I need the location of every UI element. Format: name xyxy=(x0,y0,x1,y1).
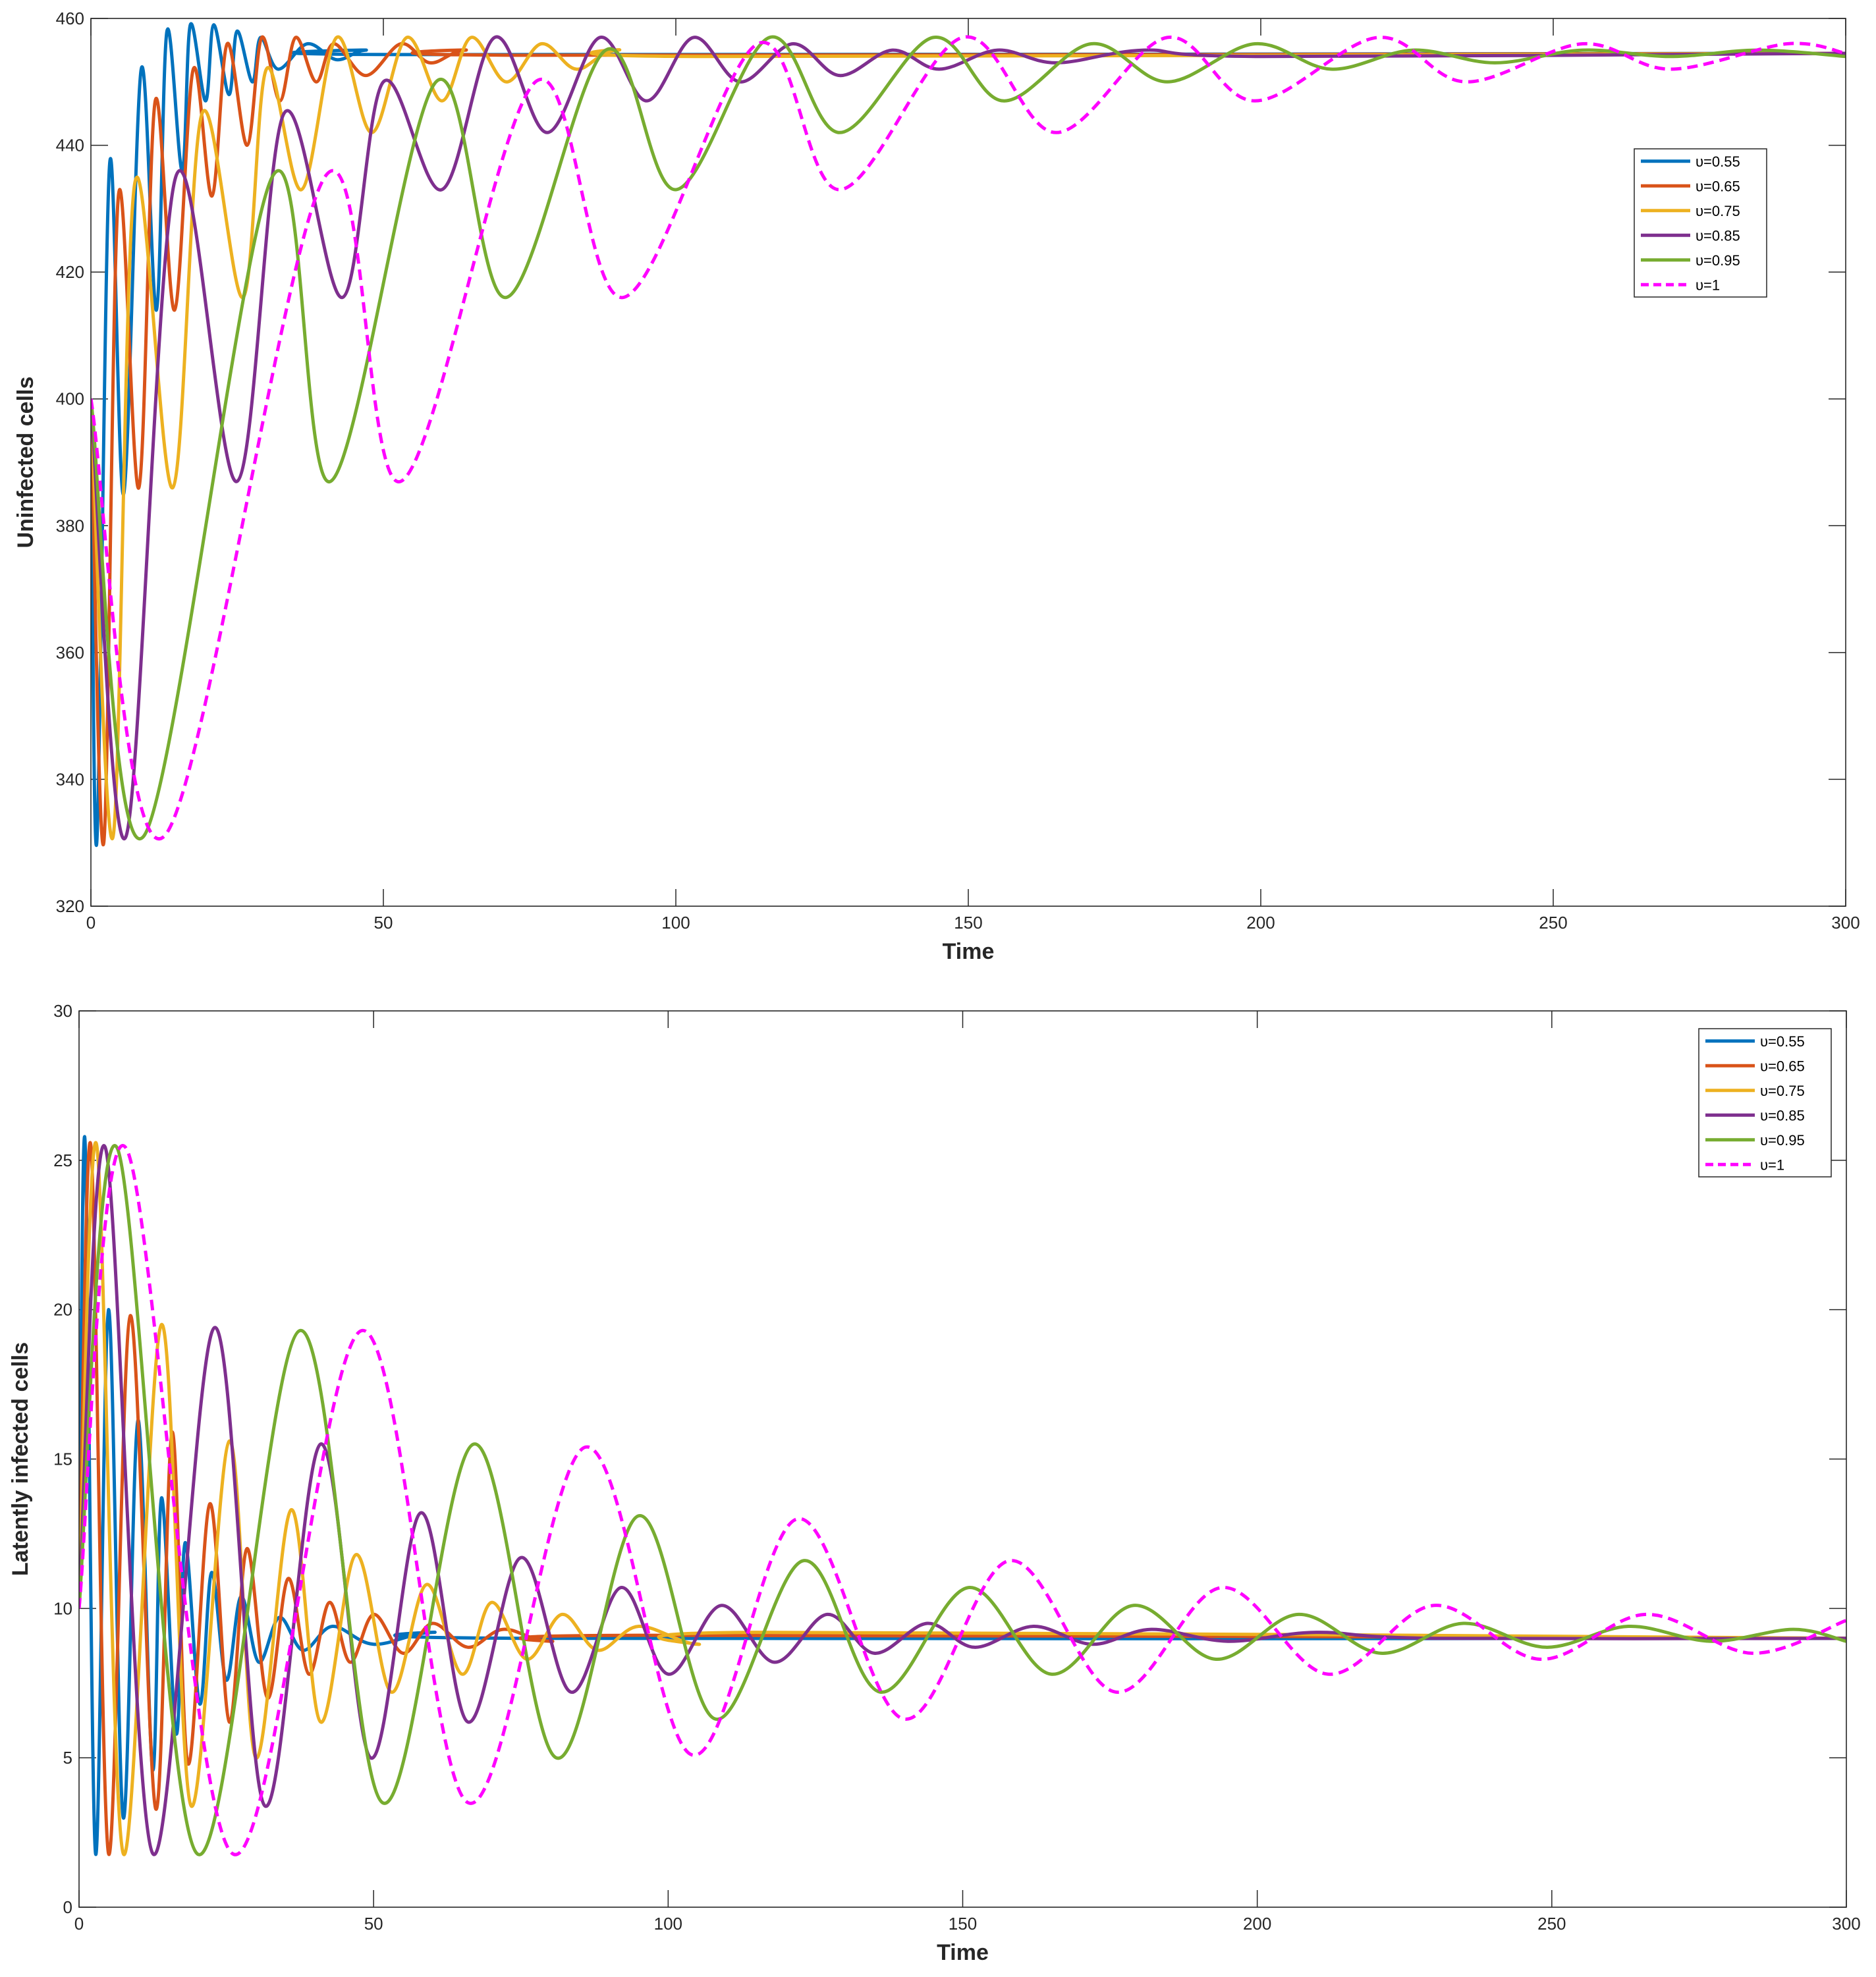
axes-box xyxy=(90,18,1846,907)
series-group xyxy=(79,1135,1846,1856)
y-tick-label: 15 xyxy=(53,1449,72,1469)
legend-label-3: υ=0.75 xyxy=(1760,1083,1805,1099)
y-axis-label: Uninfected cells xyxy=(13,377,38,549)
y-tick-label: 360 xyxy=(56,643,84,663)
y-tick-label: 30 xyxy=(53,1001,72,1021)
legend: υ=0.55 υ=0.65 υ=0.75 υ=0.85 υ=0.95 υ=1 xyxy=(1634,148,1767,298)
x-tick-label: 150 xyxy=(954,913,982,933)
x-tick-label: 100 xyxy=(654,1914,682,1934)
legend-label-4: υ=0.85 xyxy=(1760,1107,1805,1124)
y-tick-label: 5 xyxy=(63,1748,72,1768)
series-line-5 xyxy=(91,35,1846,841)
legend: υ=0.55 υ=0.65 υ=0.75 υ=0.85 υ=0.95 υ=1 xyxy=(1698,1028,1832,1178)
y-tick-label: 320 xyxy=(56,896,84,916)
series-line-4 xyxy=(91,35,1846,841)
y-tick-label: 440 xyxy=(56,136,84,155)
y-tick-label: 460 xyxy=(56,9,84,28)
y-tick-label: 380 xyxy=(56,516,84,535)
y-tick-label: 10 xyxy=(53,1598,72,1618)
chart-uninfected-cells: 0 50 100 150 200 250 300 320 340 360 380 400 420 440 4… xyxy=(13,9,1860,964)
x-tick-label: 100 xyxy=(661,913,690,933)
legend-label-3: υ=0.75 xyxy=(1696,203,1740,219)
chart-latently-infected-cells: 0 50 100 150 200 250 300 0 5 10 15 20 25 30 Time Latent… xyxy=(8,1001,1861,1965)
x-tick-label: 50 xyxy=(374,913,393,933)
x-axis-label: Time xyxy=(937,1940,989,1965)
legend-label-6: υ=1 xyxy=(1696,277,1720,293)
x-tick-label: 200 xyxy=(1243,1914,1271,1934)
legend-label-1: υ=0.55 xyxy=(1696,153,1740,170)
legend-label-1: υ=0.55 xyxy=(1760,1033,1805,1050)
x-tick-label: 0 xyxy=(74,1914,84,1934)
y-tick-label: 420 xyxy=(56,262,84,282)
legend-label-5: υ=0.95 xyxy=(1696,252,1740,269)
series-line-2 xyxy=(91,35,1846,847)
y-tick-label: 25 xyxy=(53,1151,72,1170)
x-tick-label: 300 xyxy=(1831,913,1860,933)
x-tick-label: 300 xyxy=(1832,1914,1860,1934)
x-tick-label: 50 xyxy=(364,1914,383,1934)
y-tick-label: 400 xyxy=(56,389,84,409)
x-tick-label: 0 xyxy=(86,913,96,933)
legend-label-2: υ=0.65 xyxy=(1760,1058,1805,1074)
axes-box xyxy=(78,1010,1847,1908)
x-tick-label: 200 xyxy=(1246,913,1275,933)
plot-area xyxy=(79,1011,1846,1907)
legend-label-4: υ=0.85 xyxy=(1696,227,1740,244)
legend-box xyxy=(1634,148,1767,298)
legend-label-5: υ=0.95 xyxy=(1760,1132,1805,1149)
x-axis-label: Time xyxy=(943,939,995,964)
x-tick-label: 250 xyxy=(1539,913,1567,933)
y-axis-label: Latently infected cells xyxy=(8,1342,33,1576)
y-tick-label: 340 xyxy=(56,769,84,789)
legend-label-2: υ=0.65 xyxy=(1696,178,1740,194)
series-line-6 xyxy=(79,1144,1846,1856)
series-line-3 xyxy=(79,1141,1846,1856)
legend-box xyxy=(1698,1028,1832,1178)
series-line-5 xyxy=(79,1144,1846,1856)
plot-area xyxy=(91,18,1846,906)
x-tick-label: 250 xyxy=(1537,1914,1566,1934)
legend-label-6: υ=1 xyxy=(1760,1156,1784,1173)
series-group xyxy=(91,22,1846,847)
y-tick-label: 0 xyxy=(63,1897,72,1917)
x-tick-label: 150 xyxy=(949,1914,977,1934)
series-line-4 xyxy=(79,1144,1846,1856)
y-tick-label: 20 xyxy=(53,1300,72,1320)
